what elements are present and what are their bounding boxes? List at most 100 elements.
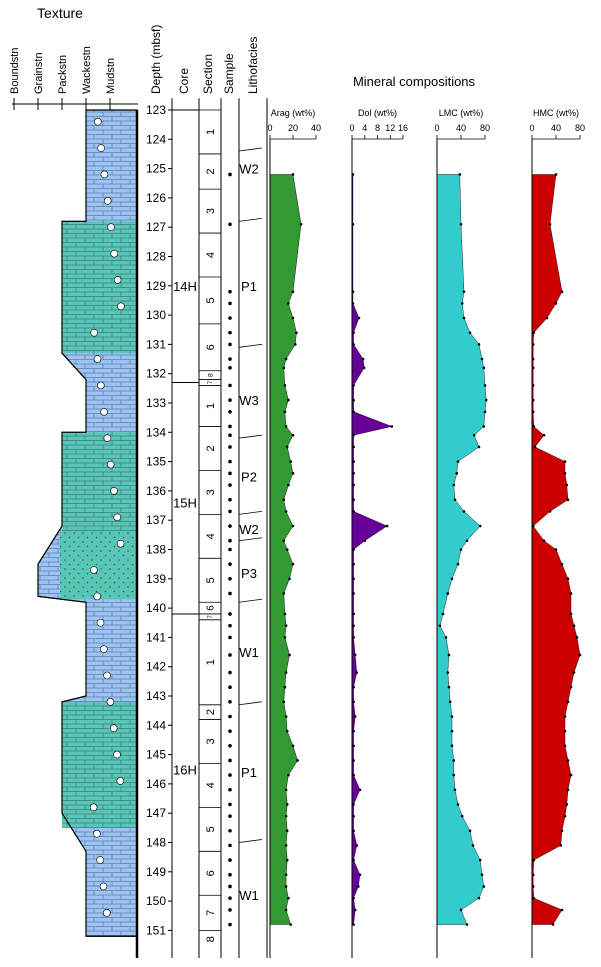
x-tick-label: 0 bbox=[529, 123, 534, 133]
x-tick-label: 40 bbox=[551, 123, 561, 133]
data-point bbox=[352, 858, 355, 862]
depth-tick-label: 140 bbox=[146, 601, 166, 615]
section-label: 6 bbox=[205, 605, 216, 610]
data-point bbox=[482, 425, 486, 428]
sample-dot bbox=[228, 459, 232, 464]
data-point bbox=[352, 498, 355, 501]
data-point bbox=[480, 873, 484, 877]
data-point bbox=[289, 923, 293, 926]
sample-column bbox=[228, 98, 240, 958]
sample-dot bbox=[228, 172, 232, 177]
facies-label: P2 bbox=[241, 469, 257, 484]
section-label: 7 bbox=[208, 380, 214, 384]
sample-dot bbox=[228, 884, 232, 889]
data-point bbox=[352, 433, 355, 437]
depth-tick-label: 151 bbox=[146, 923, 166, 937]
x-tick-label: 80 bbox=[480, 123, 490, 133]
data-point bbox=[285, 829, 289, 833]
data-point bbox=[352, 744, 355, 748]
data-point bbox=[578, 653, 582, 657]
data-point bbox=[288, 653, 291, 657]
data-point bbox=[296, 759, 299, 762]
sample-dot bbox=[228, 729, 232, 733]
fossil-symbol bbox=[113, 750, 121, 759]
depth-tick-label: 131 bbox=[146, 337, 166, 351]
fossil-symbol bbox=[96, 856, 104, 864]
data-point bbox=[282, 539, 286, 543]
fossil-symbol bbox=[106, 460, 115, 469]
data-point bbox=[291, 562, 295, 566]
sample-dot bbox=[228, 922, 232, 927]
data-point bbox=[532, 896, 536, 900]
data-point bbox=[287, 896, 290, 900]
packstone-band bbox=[62, 221, 137, 354]
section-label: 3 bbox=[205, 738, 217, 744]
data-point bbox=[456, 562, 460, 566]
facies-boundary bbox=[238, 598, 263, 603]
data-point bbox=[358, 788, 362, 792]
data-point bbox=[291, 524, 295, 528]
data-point bbox=[453, 498, 457, 501]
depth-tick-label: 125 bbox=[146, 162, 166, 176]
sample-dot bbox=[228, 445, 232, 449]
facies-boundary bbox=[238, 434, 263, 439]
texture-class-label: Grainstn bbox=[33, 52, 45, 94]
data-point bbox=[533, 445, 537, 449]
data-point bbox=[284, 788, 288, 792]
sample-dot bbox=[228, 433, 232, 438]
data-point bbox=[291, 173, 295, 176]
series-title: LMC (wt%) bbox=[439, 108, 484, 118]
data-point bbox=[446, 671, 450, 674]
sample-dot bbox=[228, 814, 232, 818]
data-point bbox=[482, 885, 486, 888]
data-point bbox=[560, 290, 564, 293]
data-point bbox=[468, 331, 472, 334]
data-point bbox=[285, 445, 289, 449]
data-point bbox=[478, 524, 482, 528]
depth-tick-label: 147 bbox=[146, 806, 166, 820]
facies-boundary bbox=[238, 839, 263, 843]
x-tick-label: 8 bbox=[375, 123, 380, 133]
lithofacies-column: W2 P1 W3 P2 W2 P3 W1 P1 W1 bbox=[238, 98, 268, 958]
depth-tick-label: 129 bbox=[146, 279, 166, 293]
data-point bbox=[453, 788, 457, 792]
fossil-symbol bbox=[90, 566, 98, 574]
sample-dot bbox=[228, 301, 232, 306]
sample-dot bbox=[228, 670, 232, 675]
data-point bbox=[299, 222, 303, 226]
data-point bbox=[472, 433, 476, 437]
x-tick-label: 4 bbox=[362, 123, 367, 133]
sample-dot bbox=[228, 828, 232, 833]
section-label: 7 bbox=[205, 910, 217, 916]
data-point bbox=[484, 398, 488, 402]
depth-tick-label: 128 bbox=[146, 250, 166, 264]
data-point bbox=[282, 700, 286, 704]
data-point bbox=[480, 357, 484, 361]
data-point bbox=[352, 636, 355, 639]
facies-boundary bbox=[238, 217, 263, 222]
depth-tick-label: 135 bbox=[146, 455, 166, 469]
data-point bbox=[477, 896, 481, 900]
facies-label: P1 bbox=[241, 765, 257, 780]
sample-dot bbox=[228, 330, 232, 335]
section-label: 3 bbox=[205, 489, 217, 495]
panel-3: HMC (wt%) 0 40 80 bbox=[529, 108, 585, 958]
depth-tick-label: 137 bbox=[146, 513, 166, 527]
fossil-symbol bbox=[90, 328, 98, 337]
data-point bbox=[283, 410, 287, 414]
data-point bbox=[532, 331, 536, 334]
data-point bbox=[531, 343, 535, 346]
data-point bbox=[531, 873, 535, 877]
data-point bbox=[352, 398, 355, 402]
data-point bbox=[563, 744, 567, 748]
texture-class-label: Packstn bbox=[57, 55, 69, 94]
data-point bbox=[554, 173, 558, 176]
fossil-symbol bbox=[93, 829, 101, 838]
series-title: Arag (wt%) bbox=[271, 108, 316, 118]
sample-dot bbox=[228, 424, 232, 429]
fossil-symbol bbox=[97, 381, 105, 390]
sample-dot bbox=[228, 509, 232, 514]
data-point bbox=[565, 483, 569, 487]
texture-class-label: Boundstn bbox=[9, 48, 21, 94]
